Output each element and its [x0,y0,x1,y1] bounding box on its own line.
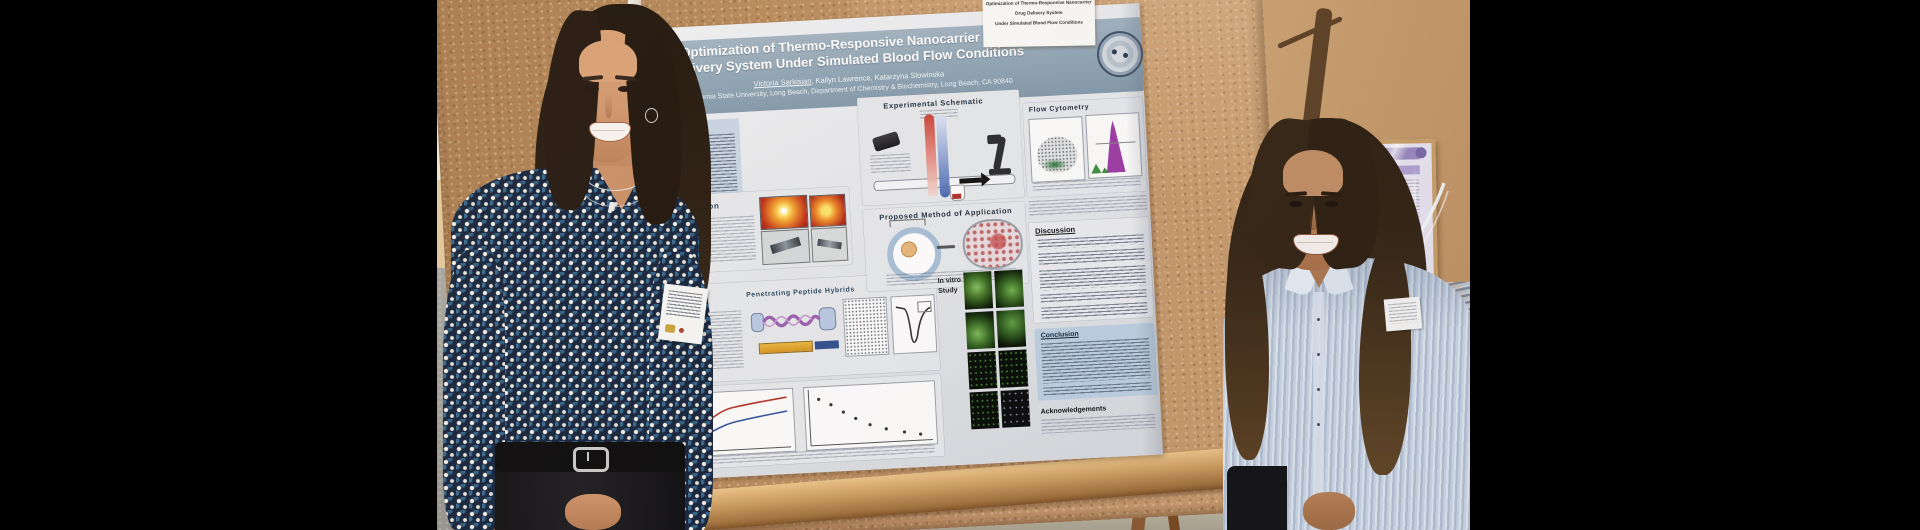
conclusion-header: Conclusion [1040,330,1079,340]
discussion-bullet-4 [1040,289,1147,304]
invitro-label-2: Study [937,286,958,295]
schematic-panel: Experimental Schematic [856,89,1025,206]
fountain-stream [1327,182,1449,325]
note-line-2: Drug Delivery System [1015,9,1063,16]
schematic-header: Experimental Schematic [883,96,984,111]
device-photo-1 [760,228,811,266]
discussion-bullet-1 [1037,234,1144,250]
plot-red-blue-curves [659,387,797,459]
discussion-bullet-2 [1038,248,1145,267]
collection-flask [949,184,966,202]
schematic-caption-left [869,153,911,174]
letterbox-left [0,0,437,530]
peptide-caption [653,310,744,373]
invitro-label-1: In vitro [937,276,962,285]
cork-board-group: Optimization of Thermo-Responsive Nanoca… [437,0,1295,530]
bracket-label [889,218,926,228]
fluorescence-image [969,390,1000,430]
poster-author-primary: Victoria Sarkisian [753,76,812,89]
note-line-1: Optimization of Thermo-Responsive Nanoca… [985,0,1092,7]
peptide-panel: Penetrating Peptide Hybrids [645,272,941,386]
acknowledgements-text [1041,413,1156,434]
acknowledgements-header: Acknowledgements [1040,405,1107,416]
microscope-base [988,167,1012,176]
research-poster: Optimization of Thermo-Responsive Nanoca… [606,3,1164,483]
thermal-image-1 [758,194,809,231]
peptide-plot-scatter [842,296,890,357]
peptide-plot-curve [890,294,938,355]
peptide-header: Penetrating Peptide Hybrids [745,286,856,300]
instrumentation-section: Instrumentation [640,186,853,276]
instrumentation-caption [650,215,757,267]
discussion-header: Discussion [1034,224,1076,236]
plot-decay-scatter [802,380,939,452]
conclusion-text-2 [1043,381,1152,397]
fluorescence-image [965,311,996,350]
photo-scene: Optimization of Thermo-Responsive Nanoca… [437,0,1470,530]
flask-liquid [952,193,962,200]
legend-bar-yellow [758,340,814,355]
cytometry-header: Flow Cytometry [1028,103,1090,114]
pinned-note: Optimization of Thermo-Responsive Nanoca… [982,0,1096,48]
note-line-3: Under Simulated Blood Flow Conditions [995,19,1083,27]
device-body-2 [817,238,842,250]
fluorescence-image [967,351,998,390]
syringe-pump [871,130,901,152]
tumor-diagram [961,217,1025,271]
microscope-head [987,134,1002,145]
conclusion-text [1041,337,1151,384]
method-arrow [936,245,955,249]
fluorescence-image [996,309,1027,348]
peptide-helix-diagram [750,307,837,333]
letterbox-right [1470,0,1920,530]
background-poster-seal [1415,147,1427,159]
device-photo-2 [810,226,849,263]
cytometry-scatter [1028,116,1086,183]
device-body [769,236,802,255]
discussion-bullet-5 [1041,302,1148,320]
fluorescence-image [963,271,994,310]
invitro-image-grid [963,269,1033,434]
bottom-plots-panel [650,373,945,472]
nanoparticle-core [900,241,918,258]
discussion-bullet-3 [1039,265,1147,291]
seal-dot-1 [1111,49,1118,55]
thermal-image-2 [808,193,847,228]
instrumentation-header: Instrumentation [649,201,720,214]
fluorescence-image [998,349,1029,388]
fluorescence-image [1000,389,1031,428]
legend-bar-blue [814,340,840,350]
fluorescence-image [994,269,1025,308]
